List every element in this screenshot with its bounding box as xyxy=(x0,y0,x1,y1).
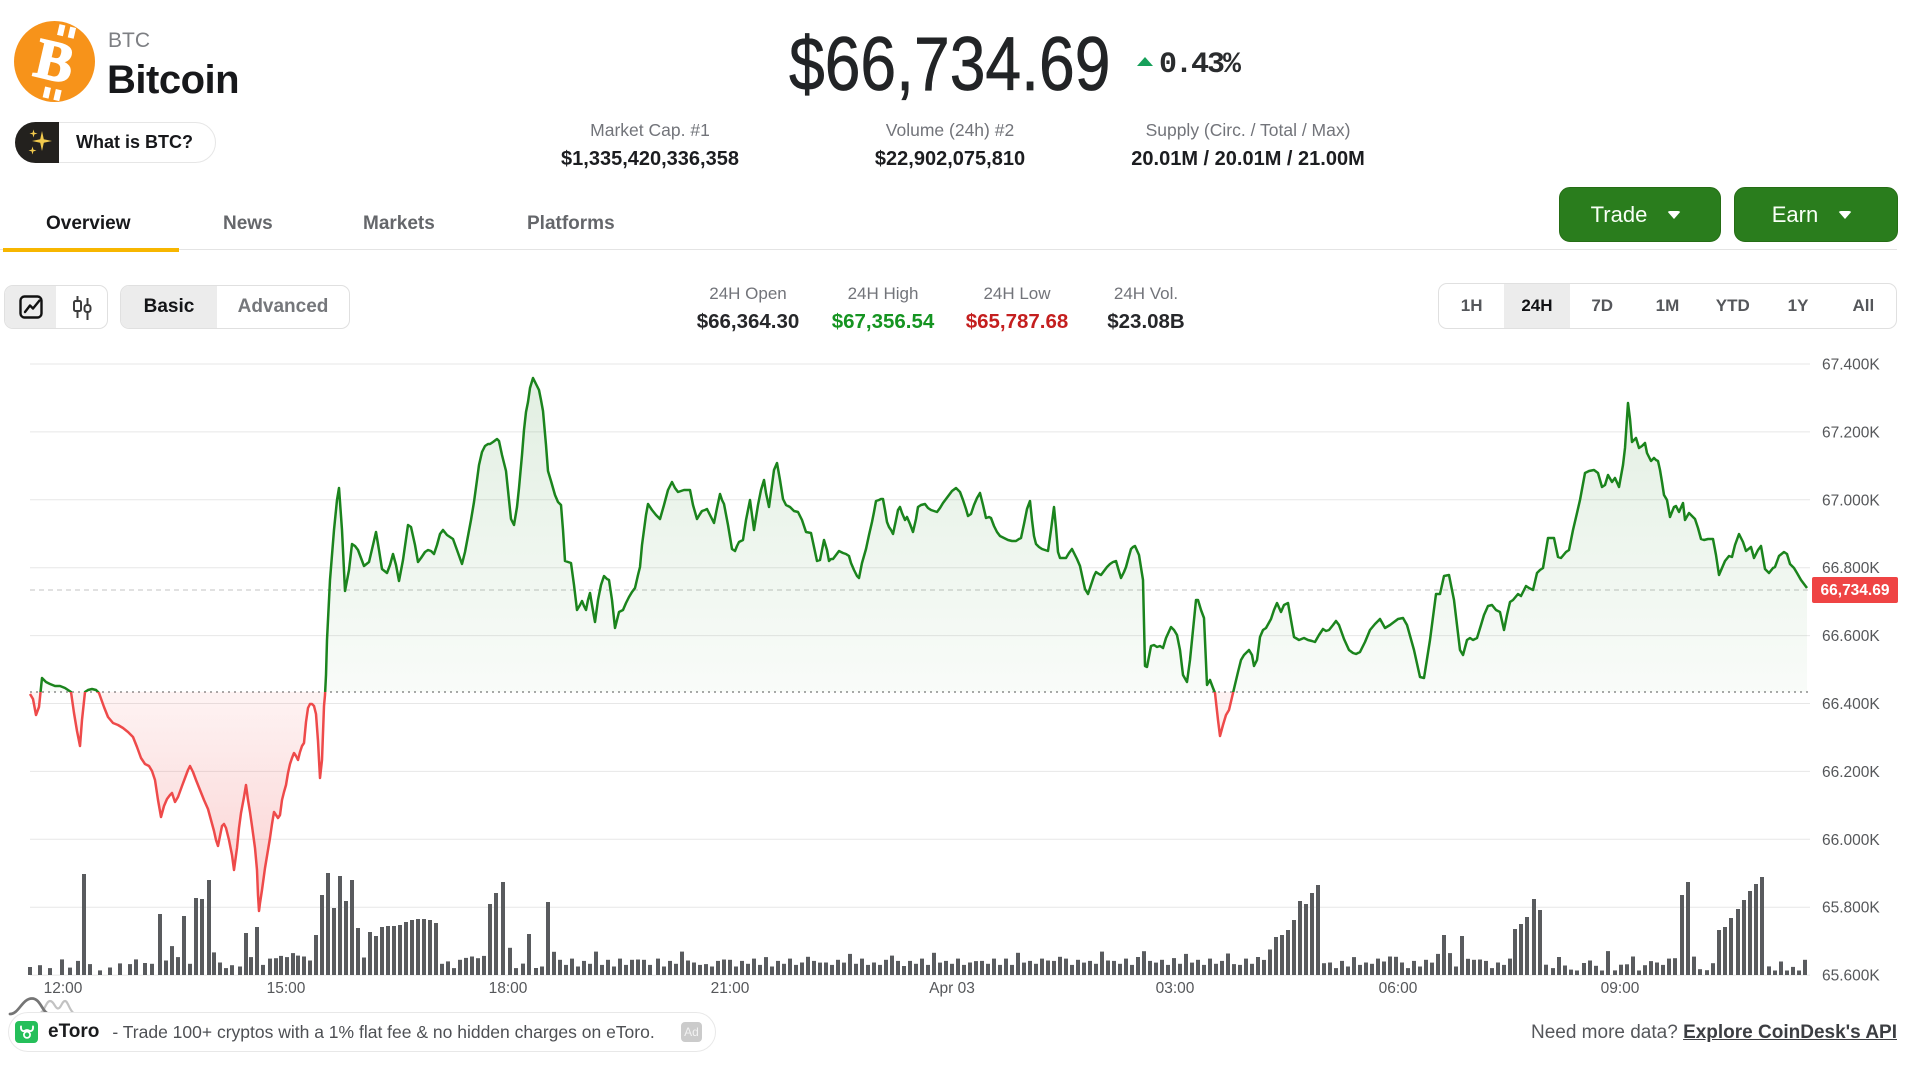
svg-text:06:00: 06:00 xyxy=(1379,980,1418,997)
svg-text:66,734.69: 66,734.69 xyxy=(1821,582,1890,599)
svg-text:67.000K: 67.000K xyxy=(1822,492,1880,509)
svg-text:Apr 03: Apr 03 xyxy=(929,980,975,997)
svg-text:67.400K: 67.400K xyxy=(1822,357,1880,374)
svg-text:65.800K: 65.800K xyxy=(1822,900,1880,917)
svg-text:67.200K: 67.200K xyxy=(1822,424,1880,441)
svg-text:66.600K: 66.600K xyxy=(1822,628,1880,645)
svg-text:21:00: 21:00 xyxy=(711,980,750,997)
svg-text:12:00: 12:00 xyxy=(44,980,83,997)
svg-text:66.200K: 66.200K xyxy=(1822,764,1880,781)
svg-text:15:00: 15:00 xyxy=(267,980,306,997)
svg-text:09:00: 09:00 xyxy=(1601,980,1640,997)
svg-text:65.600K: 65.600K xyxy=(1822,968,1880,985)
svg-text:66.000K: 66.000K xyxy=(1822,832,1880,849)
svg-text:66.800K: 66.800K xyxy=(1822,560,1880,577)
svg-text:03:00: 03:00 xyxy=(1156,980,1195,997)
svg-text:18:00: 18:00 xyxy=(489,980,528,997)
svg-text:66.400K: 66.400K xyxy=(1822,696,1880,713)
